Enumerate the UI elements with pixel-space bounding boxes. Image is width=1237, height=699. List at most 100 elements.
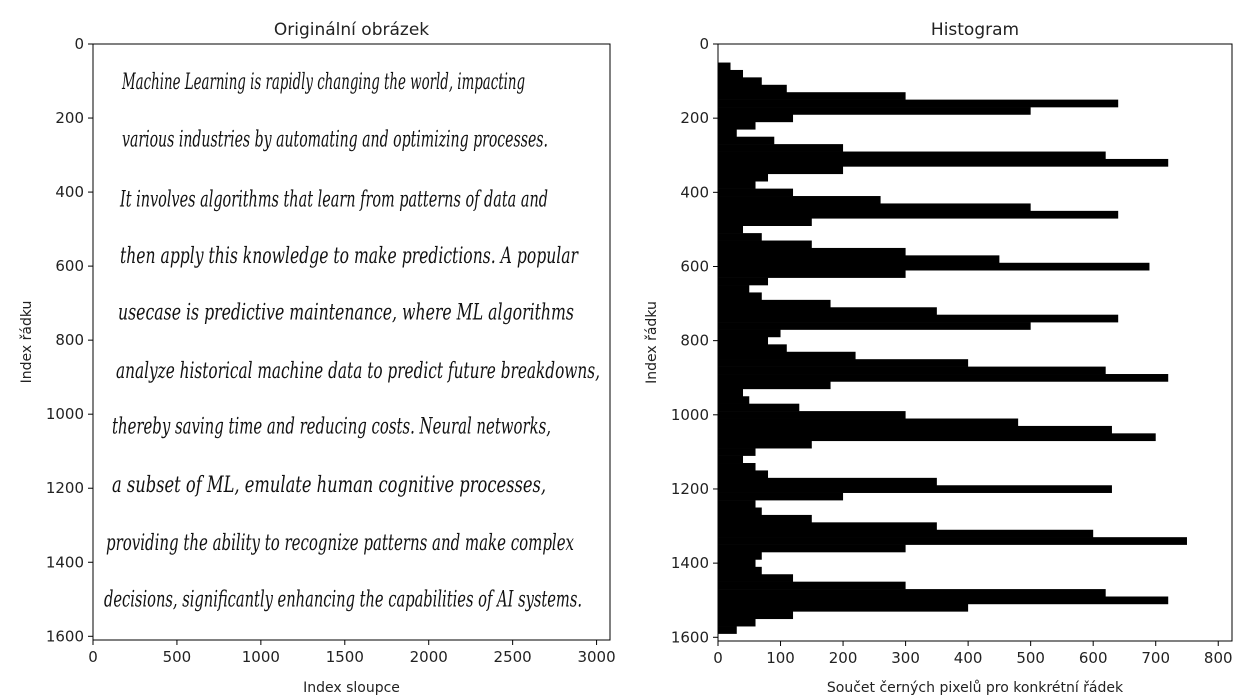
bar [718, 559, 756, 567]
y-tick-label: 1200 [671, 480, 709, 498]
bar [718, 100, 1118, 108]
bar [718, 426, 1112, 434]
bar [718, 70, 743, 78]
y-axis-label: Index řádku [19, 301, 35, 384]
bar [718, 211, 1118, 219]
bar [718, 233, 762, 241]
bar [718, 152, 1106, 160]
handwritten-line: providing the ability to recognize patte… [106, 531, 574, 556]
bar [718, 463, 756, 471]
x-axis-label: Index sloupce [303, 680, 400, 695]
bar [718, 330, 781, 338]
handwritten-line: various industries by automating and opt… [122, 127, 548, 152]
bar [718, 137, 774, 145]
bar [718, 352, 856, 360]
bar [718, 515, 812, 523]
x-tick-label: 700 [1141, 649, 1170, 667]
y-tick-label: 1600 [671, 628, 709, 646]
bar [718, 456, 743, 464]
y-tick-label: 1600 [46, 627, 84, 645]
x-tick-label: 1000 [242, 648, 280, 666]
y-axis-label: Index řádku [644, 301, 660, 384]
x-tick-label: 0 [713, 649, 723, 667]
bar [718, 278, 768, 286]
bar [718, 389, 743, 397]
handwritten-line: It involves algorithms that learn from p… [119, 188, 548, 213]
bar [718, 500, 756, 508]
bar [718, 226, 743, 234]
bar [718, 241, 812, 249]
bar [718, 63, 731, 71]
bar [718, 537, 1187, 545]
x-tick-label: 2000 [410, 648, 448, 666]
y-tick-label: 1400 [46, 553, 84, 571]
bar [718, 611, 793, 619]
bar [718, 374, 1168, 382]
bar [718, 567, 762, 575]
y-tick-label: 600 [680, 257, 709, 275]
axes-title: Originální obrázek [274, 20, 429, 40]
y-tick-label: 0 [74, 35, 84, 53]
handwritten-line: then apply this knowledge to make predic… [120, 244, 579, 269]
x-tick-label: 300 [891, 649, 920, 667]
bar [718, 315, 1118, 323]
bar [718, 337, 768, 345]
bar [718, 404, 799, 412]
y-tick-label: 600 [55, 257, 84, 275]
bar [718, 122, 756, 130]
bar [718, 196, 881, 204]
bar [718, 448, 756, 456]
bar [718, 441, 812, 449]
bar [718, 263, 1149, 271]
bar [718, 114, 793, 122]
bar [718, 589, 1106, 597]
x-tick-label: 400 [954, 649, 983, 667]
x-tick-label: 1500 [326, 648, 364, 666]
bar [718, 270, 906, 278]
bar [718, 285, 749, 293]
bar [718, 107, 1031, 115]
bar [718, 604, 968, 612]
y-tick-label: 800 [55, 331, 84, 349]
bar [718, 478, 937, 486]
axes-title: Histogram [931, 20, 1019, 40]
bar [718, 396, 749, 404]
bar [718, 530, 1093, 538]
bar [718, 92, 906, 100]
x-tick-label: 200 [829, 649, 858, 667]
figure: Machine Learning is rapidly changing the… [0, 0, 1237, 695]
bar [718, 218, 812, 226]
bar [718, 493, 843, 501]
bar [718, 626, 737, 634]
bar [718, 485, 1112, 493]
y-tick-label: 800 [680, 332, 709, 350]
bar [718, 470, 768, 478]
bar [718, 203, 1031, 211]
bar [718, 359, 968, 367]
bar [718, 307, 937, 315]
bar [718, 248, 906, 256]
handwritten-line: decisions, significantly enhancing the c… [104, 588, 582, 613]
x-tick-label: 0 [88, 648, 98, 666]
bar [718, 77, 762, 85]
bar [718, 300, 831, 308]
bar [718, 174, 768, 182]
bar [718, 159, 1168, 167]
x-tick-label: 500 [163, 648, 192, 666]
y-tick-label: 0 [699, 35, 709, 53]
x-tick-label: 3000 [577, 648, 615, 666]
y-tick-label: 1200 [46, 479, 84, 497]
y-tick-label: 1000 [671, 406, 709, 424]
x-tick-label: 2500 [494, 648, 532, 666]
x-axis-label: Součet černých pixelů pro konkrétní řáde… [827, 680, 1124, 695]
bar [718, 381, 831, 389]
bar [718, 144, 843, 152]
bar [718, 574, 793, 582]
bar [718, 419, 1018, 427]
bar [718, 129, 737, 137]
bar [718, 597, 1168, 605]
y-tick-label: 1000 [46, 405, 84, 423]
bar [718, 85, 787, 93]
bar [718, 181, 756, 189]
handwritten-line: thereby saving time and reducing costs. … [112, 414, 551, 439]
